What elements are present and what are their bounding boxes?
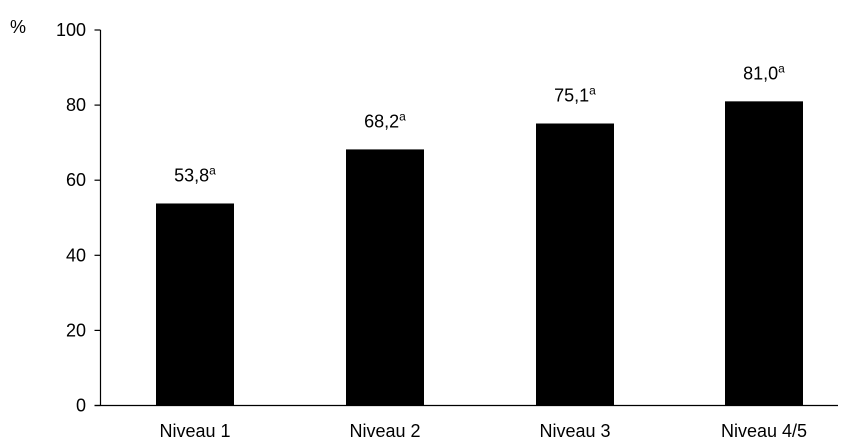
y-axis-unit-label: % — [10, 17, 26, 37]
y-tick-label: 100 — [56, 20, 86, 40]
bar — [725, 101, 803, 406]
x-category-label: Niveau 4/5 — [721, 421, 807, 441]
x-category-label: Niveau 3 — [539, 421, 610, 441]
bar — [156, 203, 234, 406]
bar-value-label: 53,8a — [174, 163, 216, 185]
y-tick-label: 60 — [66, 170, 86, 190]
y-axis-ticks: 0 20 40 60 80 100 — [56, 20, 101, 416]
bars — [156, 101, 803, 406]
bar-value-label: 75,1a — [554, 83, 596, 105]
y-tick-label: 20 — [66, 320, 86, 340]
bar-value-label: 68,2a — [364, 109, 406, 131]
bar — [346, 149, 424, 406]
y-tick-label: 0 — [76, 396, 86, 416]
bar-value-label: 81,0a — [743, 61, 785, 83]
x-category-label: Niveau 1 — [159, 421, 230, 441]
x-category-label: Niveau 2 — [349, 421, 420, 441]
y-tick-label: 40 — [66, 245, 86, 265]
bar — [536, 123, 614, 406]
data-labels: 53,8a 68,2a 75,1a 81,0a — [174, 61, 785, 185]
x-axis-category-labels: Niveau 1 Niveau 2 Niveau 3 Niveau 4/5 — [159, 421, 807, 441]
y-tick-label: 80 — [66, 95, 86, 115]
